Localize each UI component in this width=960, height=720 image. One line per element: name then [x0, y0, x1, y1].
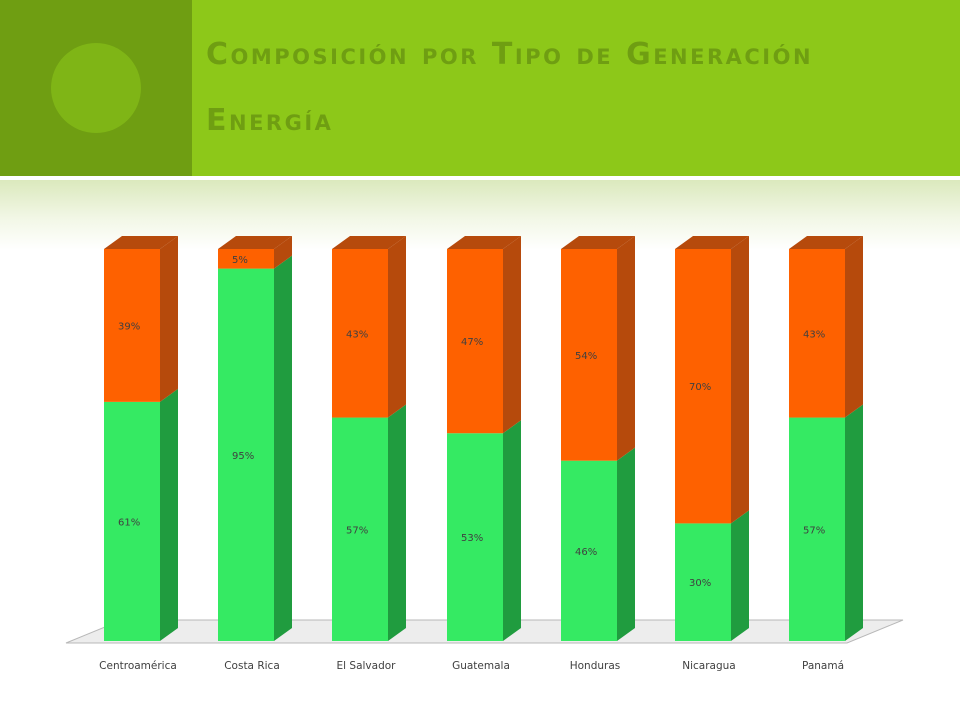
header-accent-panel — [0, 0, 192, 176]
category-label-4: Honduras — [570, 660, 621, 672]
bar-segment-0-2 — [332, 417, 388, 641]
slide-title: Composición por Tipo de Generación Energ… — [206, 22, 946, 154]
bar-side-1-6 — [845, 236, 863, 418]
data-label-1-1: 5% — [232, 255, 248, 266]
data-label-0-5: 30% — [689, 578, 711, 589]
category-label-5: Nicaragua — [682, 660, 735, 672]
bar-side-1-3 — [503, 236, 521, 434]
data-label-1-4: 54% — [575, 351, 597, 362]
slide-header: Composición por Tipo de Generación Energ… — [0, 0, 960, 176]
bar-side-0-4 — [617, 447, 635, 641]
bar-segment-0-1 — [218, 268, 274, 641]
slide-title-line2: Energía — [206, 103, 334, 138]
bar-segment-1-6 — [789, 249, 845, 418]
data-label-1-5: 70% — [689, 382, 711, 393]
data-label-0-4: 46% — [575, 547, 597, 558]
category-label-0: Centroamérica — [99, 660, 177, 672]
bar-side-1-1 — [274, 236, 292, 269]
bar-top-2 — [332, 236, 406, 249]
bar-segment-0-5 — [675, 523, 731, 641]
bar-side-0-6 — [845, 404, 863, 641]
data-label-0-1: 95% — [232, 451, 254, 462]
bar-segment-1-1 — [218, 249, 274, 269]
data-label-1-2: 43% — [346, 329, 368, 340]
bar-top-6 — [789, 236, 863, 249]
bar-side-0-5 — [731, 510, 749, 641]
bar-side-1-4 — [617, 236, 635, 461]
bar-top-3 — [447, 236, 521, 249]
category-label-6: Panamá — [802, 660, 844, 672]
decorative-circle — [51, 43, 141, 133]
bar-segment-1-4 — [561, 249, 617, 461]
bar-top-4 — [561, 236, 635, 249]
bar-top-1 — [218, 236, 292, 249]
bar-top-5 — [675, 236, 749, 249]
bar-segment-0-4 — [561, 460, 617, 641]
category-label-2: El Salvador — [337, 660, 397, 672]
data-label-0-0: 61% — [118, 517, 140, 528]
bar-segment-1-0 — [104, 249, 160, 402]
bar-segment-1-2 — [332, 249, 388, 418]
bar-side-0-0 — [160, 388, 178, 641]
category-label-3: Guatemala — [452, 660, 510, 672]
bar-side-0-3 — [503, 420, 521, 641]
bar-top-0 — [104, 236, 178, 249]
category-label-1: Costa Rica — [224, 660, 280, 672]
bar-segment-0-0 — [104, 401, 160, 641]
data-label-0-6: 57% — [803, 525, 825, 536]
data-label-1-0: 39% — [118, 321, 140, 332]
data-label-1-3: 47% — [461, 337, 483, 348]
bar-side-1-0 — [160, 236, 178, 402]
data-label-1-6: 43% — [803, 329, 825, 340]
data-label-0-3: 53% — [461, 533, 483, 544]
bar-side-1-5 — [731, 236, 749, 524]
bar-side-1-2 — [388, 236, 406, 418]
data-label-0-2: 57% — [346, 525, 368, 536]
bar-segment-0-3 — [447, 433, 503, 641]
slide-title-line1: Composición por Tipo de Generación — [206, 37, 814, 72]
bar-segment-1-3 — [447, 249, 503, 434]
bar-side-0-2 — [388, 404, 406, 641]
bar-segment-1-5 — [675, 249, 731, 524]
bar-segment-0-6 — [789, 417, 845, 641]
bar-side-0-1 — [274, 255, 292, 641]
